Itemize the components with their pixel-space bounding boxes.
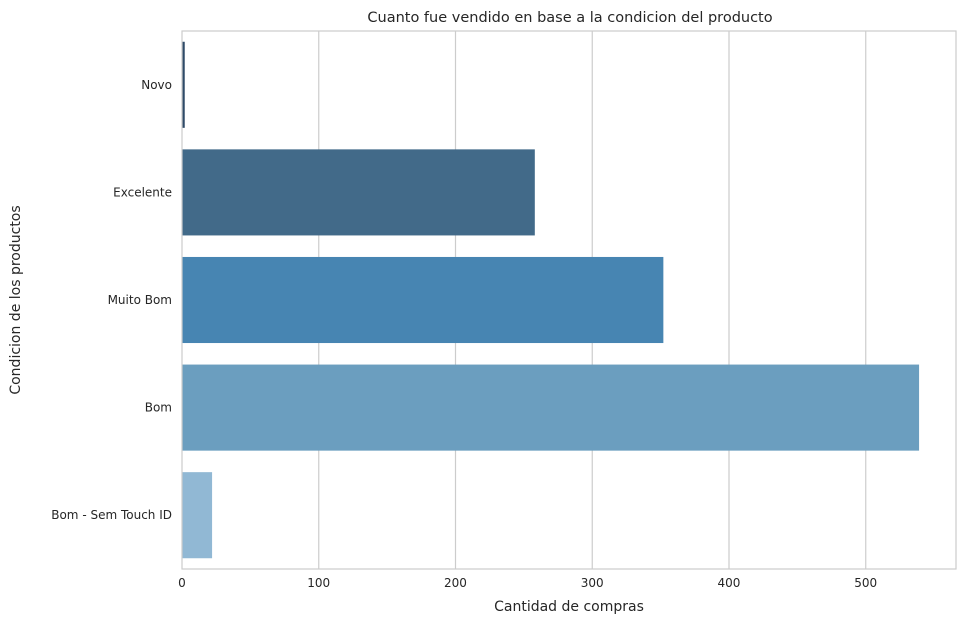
bar-0 [182,41,185,128]
x-tick-label: 400 [718,576,741,590]
y-tick-labels: Novo Excelente Muito Bom Bom Bom - Sem Touch… [51,78,172,522]
y-tick-label: Excelente [113,185,172,199]
chart-title: Cuanto fue vendido en base a la condicio… [367,10,772,26]
x-tick-label: 300 [581,576,604,590]
x-axis-label: Cantidad de compras [494,599,644,615]
x-tick-labels: 0 100 200 300 400 500 [178,576,877,590]
bar-3 [182,364,920,451]
bars [182,41,920,559]
x-tick-label: 500 [854,576,877,590]
y-tick-label: Bom [145,401,172,415]
bar-4 [182,472,213,559]
plot-frame [181,30,957,570]
y-tick-label: Muito Bom [108,293,172,307]
bar-2 [182,256,664,344]
y-tick-label: Bom - Sem Touch ID [51,508,172,522]
bar-1 [182,149,535,236]
x-tick-label: 100 [307,576,330,590]
y-axis-label: Condicion de los productos [8,205,24,394]
x-tick-label: 200 [444,576,467,590]
y-tick-label: Novo [141,78,172,92]
x-tick-label: 0 [178,576,186,590]
